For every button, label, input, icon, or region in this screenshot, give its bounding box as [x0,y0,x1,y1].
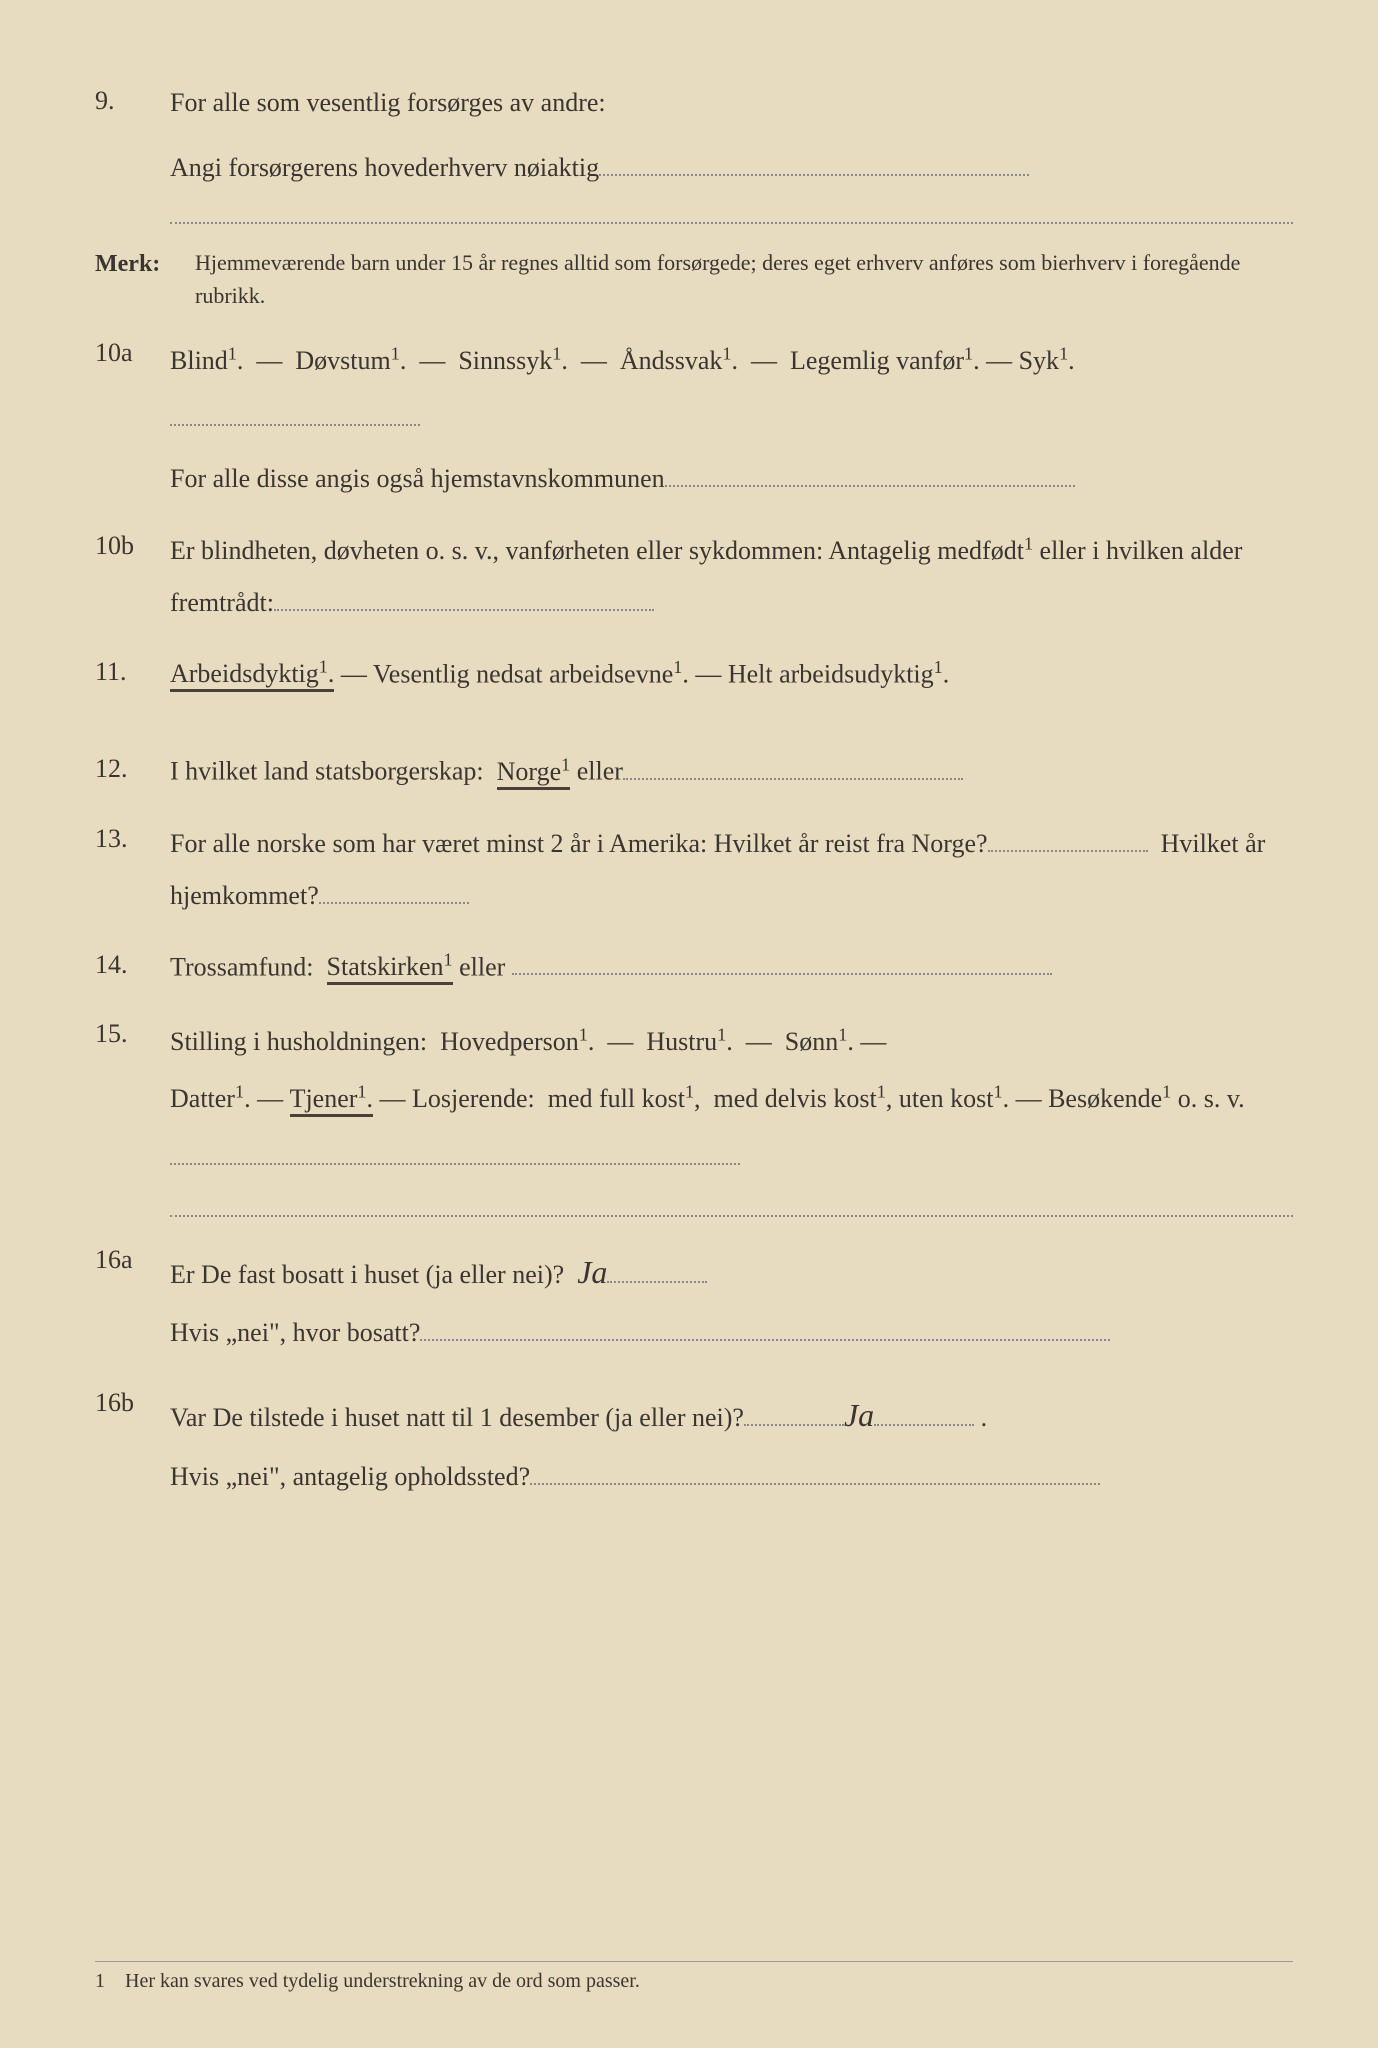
q10a-blank [170,424,420,426]
question-15: 15. Stilling i husholdningen: Hovedperso… [95,1013,1293,1217]
q15-opt1: Hovedperson [440,1027,579,1056]
question-12: 12. I hvilket land statsborgerskap: Norg… [95,748,1293,795]
question-11: 11. Arbeidsdyktig1. — Vesentlig nedsat a… [95,651,1293,698]
q10a-opt1: Blind [170,346,228,375]
question-16a: 16a Er De fast bosatt i huset (ja eller … [95,1239,1293,1361]
footnote-text: Her kan svares ved tydelig understreknin… [125,1970,640,1992]
q15-blank-full [170,1193,1293,1217]
question-14: 14. Trossamfund: Statskirken1 eller [95,944,1293,991]
q16a-text2c: , hvor bosatt? [280,1318,421,1347]
q16b-text2: Hvis [170,1462,226,1491]
q10a-blank2 [665,485,1075,487]
q15-blank [170,1163,740,1165]
q12-content: I hvilket land statsborgerskap: Norge1 e… [170,748,1293,795]
q9-content: For alle som vesentlig forsørges av andr… [170,80,1293,224]
footnote-num: 1 [95,1970,120,1993]
q16b-text2b: nei [237,1462,269,1491]
q16b-text1: Var De tilstede i huset natt til 1 desem… [170,1403,744,1432]
merk-label: Merk: [95,246,195,282]
q10a-number: 10a [95,332,170,374]
q13-text1: For alle norske som har været minst 2 år… [170,829,988,858]
q14-blank [512,973,1052,975]
q16b-blank2 [530,1483,1100,1485]
q13-content: For alle norske som har været minst 2 år… [170,818,1293,922]
q11-number: 11. [95,651,170,693]
question-16b: 16b Var De tilstede i huset natt til 1 d… [95,1382,1293,1504]
question-10b: 10b Er blindheten, døvheten o. s. v., va… [95,525,1293,629]
q12-text1: I hvilket land statsborgerskap: [170,757,484,786]
q9-line1: For alle som vesentlig forsørges av andr… [170,80,1293,127]
merk-text: Hjemmeværende barn under 15 år regnes al… [195,246,1293,312]
q16b-text2c: , antagelig opholdssted? [280,1462,531,1491]
q16b-content: Var De tilstede i huset natt til 1 desem… [170,1382,1293,1504]
q16a-content: Er De fast bosatt i huset (ja eller nei)… [170,1239,1293,1361]
q10a-opt6: Syk [1019,346,1059,375]
q10a-opt3: Sinnssyk [458,346,552,375]
q14-content: Trossamfund: Statskirken1 eller [170,944,1293,991]
q15-opt7: med delvis kost [714,1084,877,1113]
q15-opt6: med full kost [548,1084,685,1113]
q10b-blank [274,609,654,611]
q16b-answer: Ja [844,1397,874,1433]
question-13: 13. For alle norske som har været minst … [95,818,1293,922]
q15-opt3: Sønn [785,1027,838,1056]
q15-opt4: Datter [170,1084,235,1113]
q9-number: 9. [95,80,170,122]
q16a-answer: Ja [577,1254,607,1290]
q10b-number: 10b [95,525,170,567]
merk-note: Merk: Hjemmeværende barn under 15 år reg… [95,246,1293,312]
q16a-text2b: nei [237,1318,269,1347]
q15-opt5-underlined: Tjener1. [290,1084,373,1117]
question-10a: 10a Blind1. — Døvstum1. — Sinnssyk1. — Å… [95,332,1293,503]
q11-opt3: Helt arbeidsudyktig [728,659,934,688]
q10b-line1: Er blindheten, døvheten o. s. v., vanfør… [170,536,1024,565]
q11-content: Arbeidsdyktig1. — Vesentlig nedsat arbei… [170,651,1293,698]
q16a-blank2 [420,1339,1110,1341]
q15-text3: o. s. v. [1178,1084,1245,1113]
footnote: 1 Her kan svares ved tydelig understrekn… [95,1961,1293,1993]
q15-content: Stilling i husholdningen: Hovedperson1. … [170,1013,1293,1217]
q15-opt9: Besøkende [1048,1084,1162,1113]
q14-text1: Trossamfund: [170,952,314,981]
q9-blank [599,174,1029,176]
q12-answer-underlined: Norge1 [497,757,571,790]
q16b-blank [744,1424,844,1426]
q10b-content: Er blindheten, døvheten o. s. v., vanfør… [170,525,1293,629]
question-9: 9. For alle som vesentlig forsørges av a… [95,80,1293,224]
q14-number: 14. [95,944,170,986]
q12-number: 12. [95,748,170,790]
q9-line2: Angi forsørgerens hovederhverv nøiaktig [170,153,599,182]
q12-text2: eller [570,757,623,786]
q9-blank-full [170,200,1293,224]
q16a-blank [607,1281,707,1283]
q14-answer-underlined: Statskirken1 [327,952,453,985]
q16b-number: 16b [95,1382,170,1424]
q15-number: 15. [95,1013,170,1055]
q12-blank [623,778,963,780]
q10a-line2: For alle disse angis også hjemstavnskomm… [170,464,665,493]
q15-opt2: Hustru [646,1027,717,1056]
q10a-content: Blind1. — Døvstum1. — Sinnssyk1. — Åndss… [170,332,1293,503]
q11-opt2: Vesentlig nedsat arbeidsevne [373,659,673,688]
q13-blank1 [988,850,1148,852]
q13-blank2 [319,902,469,904]
q10a-opt2: Døvstum [295,346,390,375]
q14-text2: eller [459,952,505,981]
q16a-text2: Hvis [170,1318,226,1347]
q15-text2: Losjerende: [412,1084,535,1113]
q15-opt8: uten kost [899,1084,994,1113]
q13-number: 13. [95,818,170,860]
q15-text1: Stilling i husholdningen: [170,1027,427,1056]
q11-opt1-underlined: Arbeidsdyktig1. [170,659,334,692]
q16a-number: 16a [95,1239,170,1281]
q10a-opt4: Åndssvak [620,346,723,375]
q10a-opt5: Legemlig vanfør [790,346,964,375]
q16a-text1: Er De fast bosatt i huset (ja eller nei)… [170,1260,564,1289]
